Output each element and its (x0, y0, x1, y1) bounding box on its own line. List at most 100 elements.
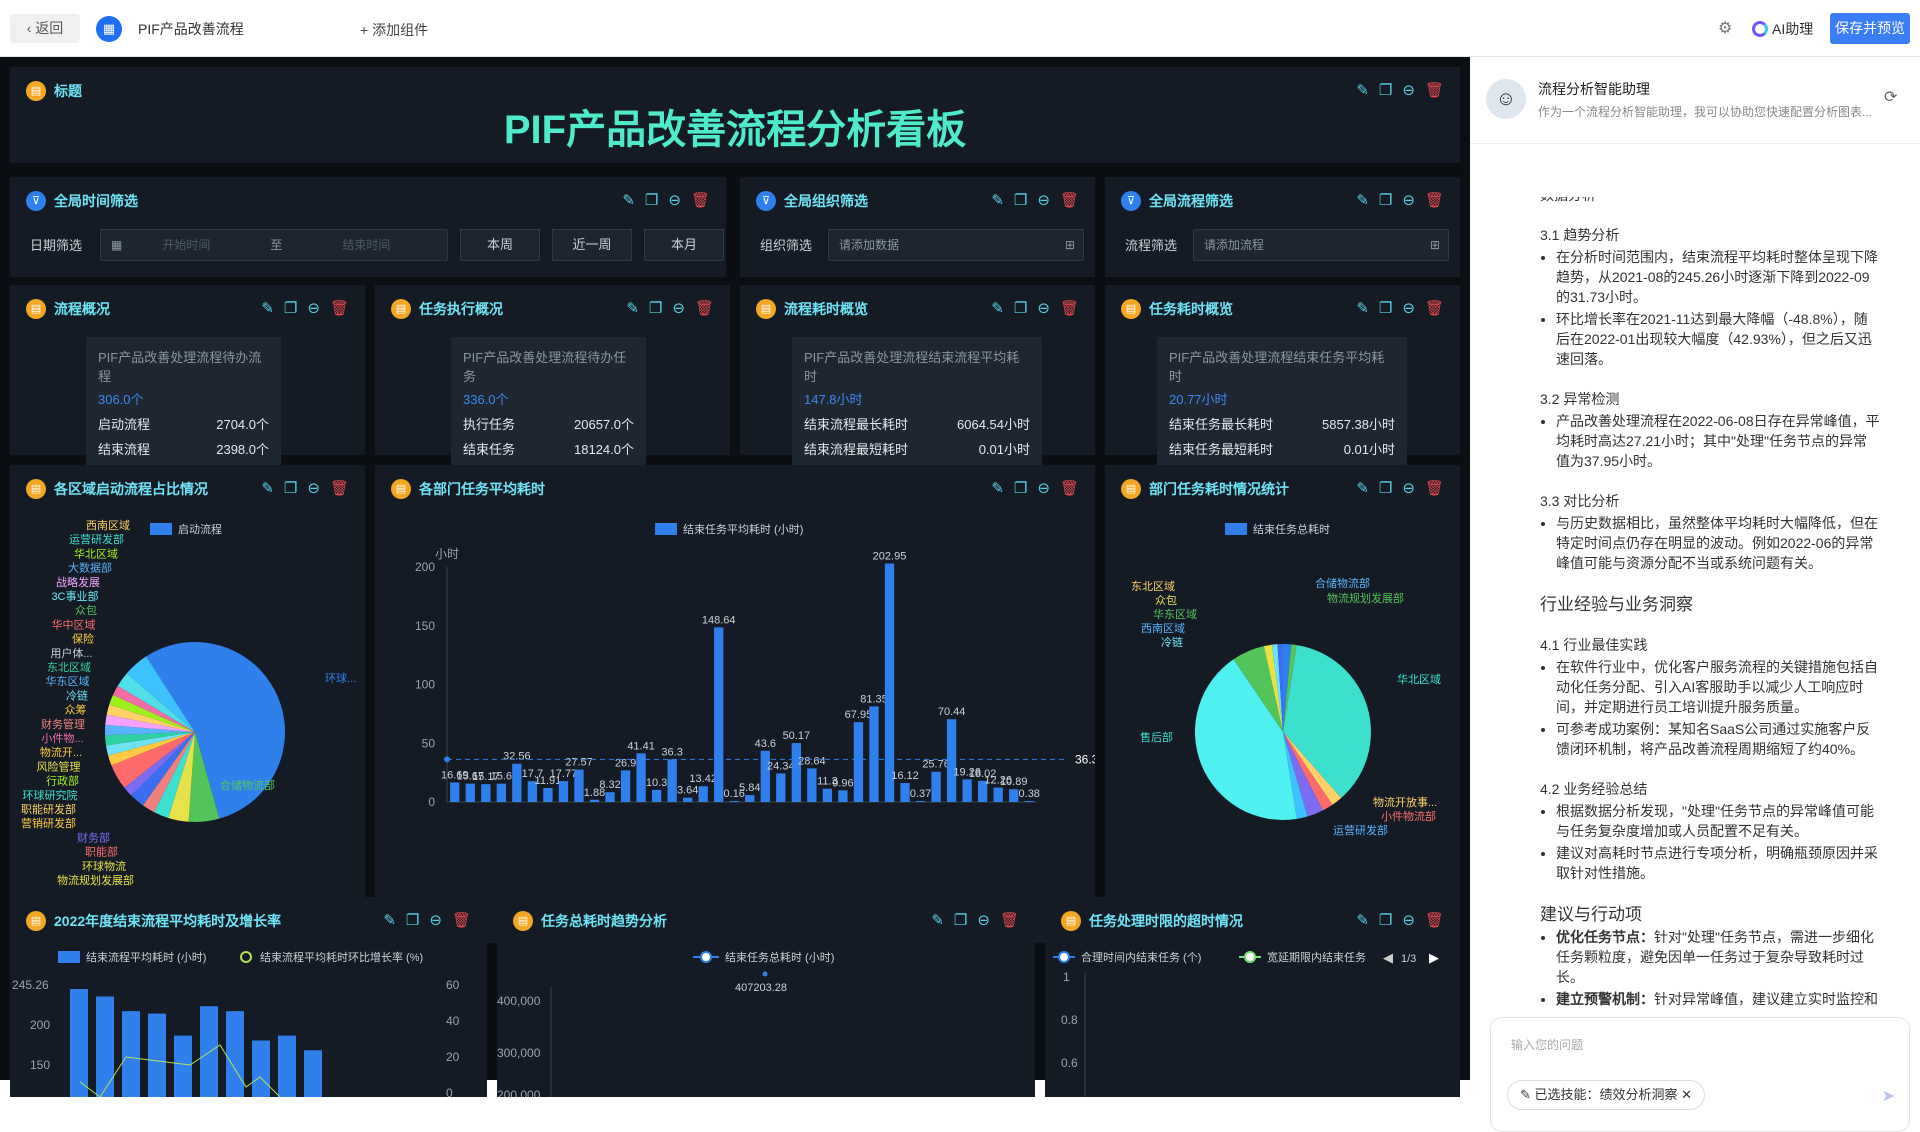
bar[interactable] (148, 1013, 166, 1097)
edit-icon[interactable]: ✎ (622, 192, 635, 209)
copy-icon[interactable]: ❐ (1013, 480, 1028, 497)
bar[interactable] (884, 563, 895, 802)
prev-page-icon[interactable]: ◀ (1383, 950, 1393, 965)
edit-icon[interactable]: ✎ (261, 300, 274, 317)
bar[interactable] (683, 797, 693, 802)
copy-icon[interactable]: ❐ (648, 300, 663, 317)
pie-slice[interactable] (117, 673, 195, 732)
pie-slice[interactable] (1195, 659, 1297, 820)
bar[interactable] (605, 792, 615, 802)
pie-slice[interactable] (105, 724, 195, 736)
pie-slice[interactable] (1283, 732, 1342, 805)
bar[interactable] (543, 788, 553, 802)
pie-slice[interactable] (105, 732, 195, 746)
pie-slice[interactable] (168, 732, 195, 822)
delete-icon[interactable]: 🗑 (999, 912, 1019, 929)
pie-slice[interactable] (106, 704, 195, 732)
bar[interactable] (698, 786, 708, 802)
add-component-button[interactable]: + 添加组件 (360, 22, 429, 38)
copy-icon[interactable]: ❐ (283, 480, 298, 497)
settings-icon[interactable]: ⚙ (1718, 20, 1733, 37)
pie-slice[interactable] (106, 732, 195, 756)
bar[interactable] (589, 799, 600, 802)
bar[interactable] (481, 784, 491, 802)
bar[interactable] (558, 781, 569, 802)
pie-slice[interactable] (1283, 644, 1297, 732)
close-icon[interactable]: ✕ (1681, 1087, 1693, 1102)
bar[interactable] (527, 781, 538, 802)
skill-chip[interactable]: ✎ 已选技能：绩效分析洞察 ✕ (1507, 1080, 1706, 1110)
bar[interactable] (993, 787, 1003, 802)
delete-icon[interactable]: 🗑 (451, 912, 471, 929)
edit-icon[interactable]: ✎ (1356, 480, 1369, 497)
bar[interactable] (714, 627, 724, 802)
copy-icon[interactable]: ❐ (1013, 192, 1028, 209)
chat-input-box[interactable]: 输入您的问题 ✎ 已选技能：绩效分析洞察 ✕ ➤ (1490, 1017, 1910, 1132)
delete-icon[interactable]: 🗑 (1059, 192, 1079, 209)
bar[interactable] (931, 771, 941, 802)
more-icon[interactable]: ⊖ (1402, 82, 1415, 99)
delete-icon[interactable]: 🗑 (1424, 480, 1444, 497)
copy-icon[interactable]: ❐ (644, 192, 659, 209)
delete-icon[interactable]: 🗑 (1424, 300, 1444, 317)
bar[interactable] (838, 790, 848, 802)
more-icon[interactable]: ⊖ (668, 192, 681, 209)
delete-icon[interactable]: 🗑 (1424, 192, 1444, 209)
edit-icon[interactable]: ✎ (383, 912, 396, 929)
send-icon[interactable]: ➤ (1881, 1088, 1895, 1105)
bar[interactable] (807, 768, 817, 802)
bar[interactable] (853, 722, 864, 802)
pie-slice[interactable] (195, 642, 285, 819)
bar[interactable] (1009, 789, 1019, 802)
delete-icon[interactable]: 🗑 (1424, 82, 1444, 99)
copy-icon[interactable]: ❐ (1378, 82, 1393, 99)
pie-slice[interactable] (1271, 644, 1283, 732)
bar[interactable] (651, 789, 662, 802)
back-button[interactable]: ‹ 返回 (10, 14, 80, 43)
pie-slice[interactable] (108, 732, 195, 766)
bar[interactable] (822, 788, 833, 802)
edit-icon[interactable]: ✎ (991, 480, 1004, 497)
last-week-button[interactable]: 近一周 (552, 229, 632, 261)
pie-slice[interactable] (1277, 644, 1283, 732)
edit-icon[interactable]: ✎ (991, 192, 1004, 209)
bar[interactable] (962, 779, 972, 802)
pie-slice[interactable] (1283, 732, 1323, 817)
bar[interactable] (70, 989, 88, 1097)
bar[interactable] (978, 780, 988, 802)
copy-icon[interactable]: ❐ (1378, 192, 1393, 209)
pie-slice[interactable] (131, 732, 195, 806)
this-month-button[interactable]: 本月 (644, 229, 724, 261)
delete-icon[interactable]: 🗑 (1424, 912, 1444, 929)
title-card[interactable]: ▤ 标题 ✎ ❐ ⊖ 🗑 PIF产品改善流程分析看板 (10, 67, 1460, 163)
pie-slice[interactable] (1283, 732, 1333, 811)
edit-icon[interactable]: ✎ (261, 480, 274, 497)
pie-slice[interactable] (111, 732, 195, 788)
pie-slice[interactable] (105, 714, 195, 732)
date-range-input[interactable]: ▦ 开始时间 至 结束时间 (100, 229, 448, 261)
save-preview-button[interactable]: 保存并预览 (1830, 13, 1910, 44)
pie-slice[interactable] (112, 685, 195, 732)
refresh-icon[interactable]: ⟳ (1884, 89, 1898, 106)
bar[interactable] (620, 770, 631, 802)
bar[interactable] (465, 783, 475, 802)
pie-slice[interactable] (1283, 645, 1371, 799)
copy-icon[interactable]: ❐ (1013, 300, 1028, 317)
edit-icon[interactable]: ✎ (1356, 912, 1369, 929)
bar[interactable] (512, 763, 522, 802)
more-icon[interactable]: ⊖ (977, 912, 990, 929)
bar[interactable] (252, 1040, 270, 1097)
copy-icon[interactable]: ❐ (1378, 300, 1393, 317)
pie-slice[interactable] (1283, 732, 1308, 819)
copy-icon[interactable]: ❐ (1378, 912, 1393, 929)
copy-icon[interactable]: ❐ (405, 912, 420, 929)
edit-icon[interactable]: ✎ (1356, 82, 1369, 99)
bar[interactable] (174, 1035, 192, 1097)
bar[interactable] (574, 769, 584, 802)
delete-icon[interactable]: 🗑 (1059, 480, 1079, 497)
delete-icon[interactable]: 🗑 (329, 300, 349, 317)
more-icon[interactable]: ⊖ (1402, 192, 1415, 209)
edit-icon[interactable]: ✎ (1356, 300, 1369, 317)
delete-icon[interactable]: 🗑 (1059, 300, 1079, 317)
copy-icon[interactable]: ❐ (953, 912, 968, 929)
